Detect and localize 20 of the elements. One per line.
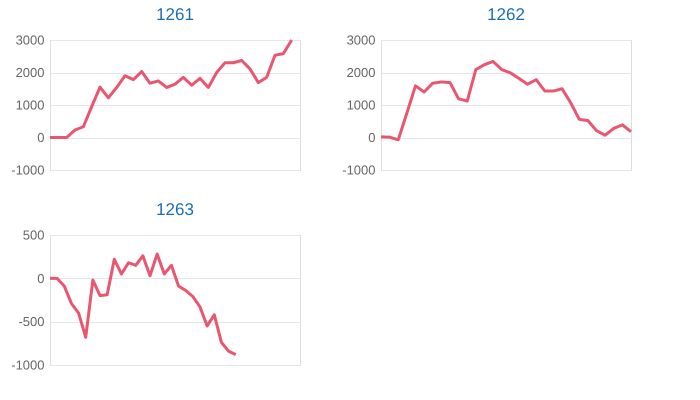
y-tick-label: 1000	[346, 98, 376, 112]
line-series	[48, 38, 294, 139]
y-tick-label: 3000	[346, 32, 376, 48]
y-tick-label: 1000	[16, 98, 44, 112]
chart-title: 1263	[156, 200, 194, 219]
y-tick-label: -500	[18, 314, 44, 330]
y-tick-label: -1000	[342, 162, 376, 178]
line-series	[48, 252, 238, 356]
chart-title: 1261	[156, 5, 194, 24]
y-tick-label: 2000	[346, 65, 376, 80]
line-series	[380, 60, 632, 142]
y-tick-label: -1000	[11, 358, 44, 372]
y-tick-label: 0	[37, 130, 44, 145]
y-tick-label: 500	[22, 228, 44, 242]
y-tick-label: 3000	[16, 32, 44, 48]
y-tick-label: 0	[368, 130, 376, 145]
y-tick-label: 0	[37, 270, 44, 286]
y-tick-label: -1000	[11, 162, 44, 178]
chart-title: 1262	[487, 5, 525, 24]
y-tick-label: 2000	[16, 65, 44, 80]
